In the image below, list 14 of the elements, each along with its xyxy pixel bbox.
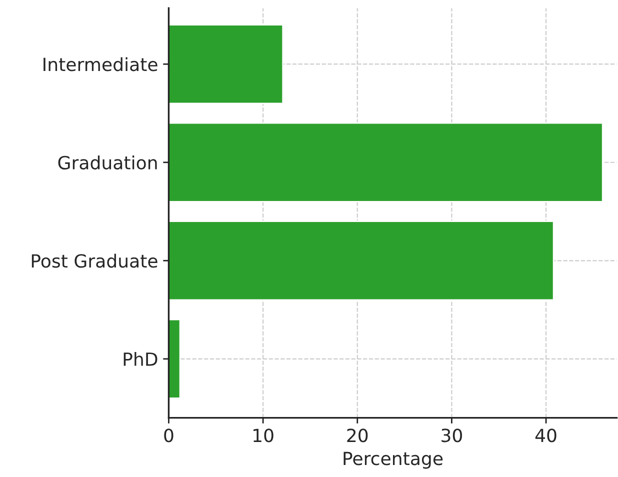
y-tick-label: PhD [124, 352, 158, 366]
x-tick-label: 10 [254, 428, 274, 442]
bar [168, 220, 554, 301]
bar [168, 318, 181, 399]
y-tick-label: Post Graduate [32, 254, 158, 268]
bar [168, 24, 284, 104]
bar [168, 122, 604, 202]
y-tick-label: Intermediate [44, 57, 158, 72]
x-axis-title: Percentage [344, 452, 443, 469]
x-tick-label: 40 [535, 428, 556, 442]
x-tick-label: 20 [347, 428, 368, 442]
x-tick-label: 0 [164, 428, 174, 442]
x-tick-label: 30 [442, 428, 462, 442]
y-tick-label: Graduation [58, 156, 157, 170]
